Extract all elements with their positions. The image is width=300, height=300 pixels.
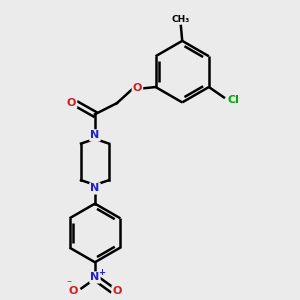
Text: Cl: Cl: [227, 94, 239, 105]
Text: O: O: [112, 286, 122, 296]
Text: O: O: [69, 286, 78, 296]
Text: +: +: [98, 268, 105, 277]
Text: ⁻: ⁻: [66, 280, 71, 290]
Text: N: N: [90, 130, 100, 140]
Text: N: N: [90, 272, 100, 283]
Text: N: N: [90, 183, 100, 194]
Text: CH₃: CH₃: [171, 15, 189, 24]
Text: O: O: [67, 98, 76, 108]
Text: O: O: [133, 83, 142, 94]
